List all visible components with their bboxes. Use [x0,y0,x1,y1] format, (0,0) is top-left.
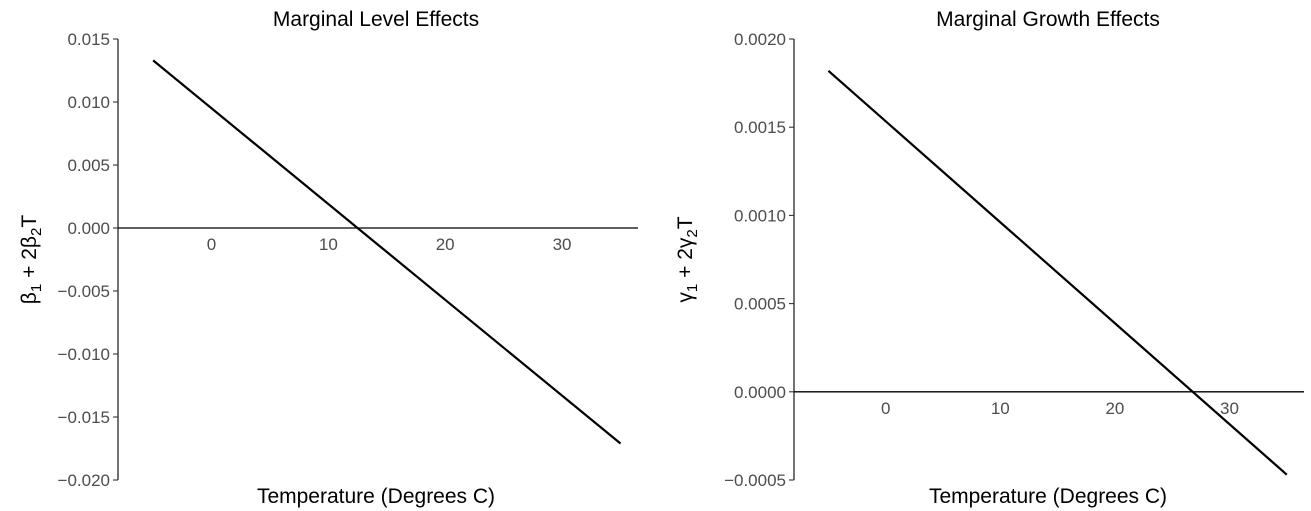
series-line [152,59,622,445]
chart-panel-right: Marginal Growth Effects −0.0005 0.0000 0.00… [650,0,1311,511]
x-axis-label: Temperature (Degrees C) [929,485,1167,508]
y-axis-label: β1 + 2β2T [18,215,45,305]
y-tick-label: 0.000 [67,219,110,238]
y-tick-label: −0.0005 [724,471,786,490]
x-tick-label: 20 [436,235,455,254]
y-tick-label: −0.020 [58,471,110,490]
y-tick-label: 0.0010 [734,206,786,225]
series-line [827,69,1288,476]
chart-panel-left: Marginal Level Effects −0.020 −0.015 −0.010… [0,0,650,511]
marginal-growth-effects-chart: Marginal Growth Effects −0.0005 0.0000 0.00… [674,8,1304,508]
y-tick-label: −0.010 [58,345,110,364]
x-tick-label: 30 [1220,399,1239,418]
y-axis-label-part: T [18,215,41,228]
y-tick-label: 0.015 [67,30,110,49]
y-tick-label: 0.0000 [734,383,786,402]
y-axis-label: γ1 + 2γ2T [674,216,701,302]
y-tick-label: 0.0005 [734,295,786,314]
y-axis-label-part: γ [674,292,697,303]
y-tick-label: 0.0015 [734,118,786,137]
y-tick-label: 0.010 [67,93,110,112]
y-axis-label-part: 1 [684,284,701,292]
y-axis-label-part: + 2β [18,236,41,284]
y-axis-label-part: 2 [28,228,45,236]
chart-title: Marginal Growth Effects [936,8,1160,31]
x-tick-label: 0 [881,399,890,418]
marginal-level-effects-chart: Marginal Level Effects −0.020 −0.015 −0.010… [18,8,638,508]
x-tick-label: 30 [553,235,572,254]
y-axis-label-part: + 2γ [674,237,697,284]
y-axis-label-part: 2 [684,229,701,237]
y-axis-label-part: 1 [28,284,45,292]
chart-title: Marginal Level Effects [273,8,479,31]
x-tick-label: 10 [319,235,338,254]
y-tick-label: 0.0020 [734,30,786,49]
y-tick-label: 0.005 [67,156,110,175]
y-axis-label-part: β [18,292,41,304]
y-tick-label: −0.005 [58,282,110,301]
x-tick-label: 20 [1105,399,1124,418]
y-axis-label-part: T [674,216,697,229]
x-axis-label: Temperature (Degrees C) [257,485,495,508]
x-tick-label: 10 [991,399,1010,418]
x-tick-label: 0 [207,235,216,254]
y-tick-label: −0.015 [58,408,110,427]
